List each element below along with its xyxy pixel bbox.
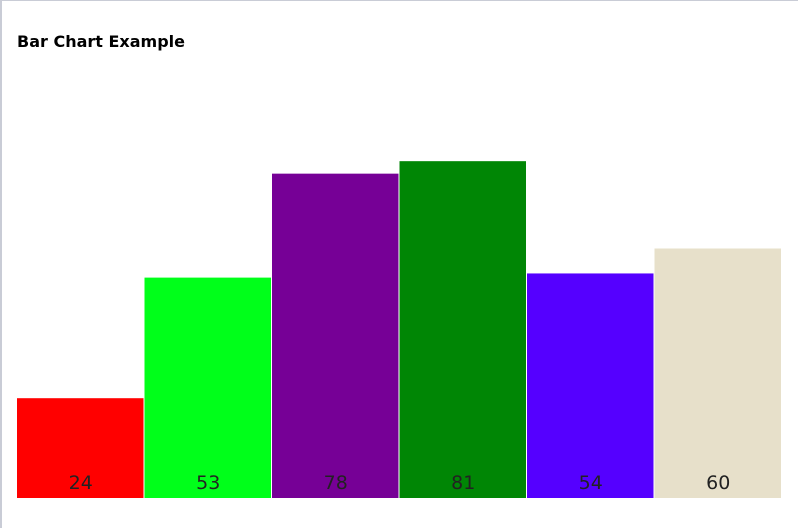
bar-labels-group: 24 53 78 81 54 60 xyxy=(69,472,731,494)
bar-2 xyxy=(144,277,271,498)
bar-value-label-6: 60 xyxy=(706,472,730,494)
bar-value-label-3: 78 xyxy=(324,472,348,494)
bar-value-label-5: 54 xyxy=(579,472,603,494)
bar-value-label-4: 81 xyxy=(451,472,475,494)
bar-4 xyxy=(399,161,526,499)
bar-value-label-2: 53 xyxy=(196,472,220,494)
bar-value-label-1: 24 xyxy=(69,472,93,494)
bars-group xyxy=(17,161,781,499)
bar-3 xyxy=(272,173,399,498)
bar-6 xyxy=(654,248,781,498)
chart-title: Bar Chart Example xyxy=(17,32,185,51)
bar-1 xyxy=(17,398,144,498)
bar-5 xyxy=(527,273,654,498)
